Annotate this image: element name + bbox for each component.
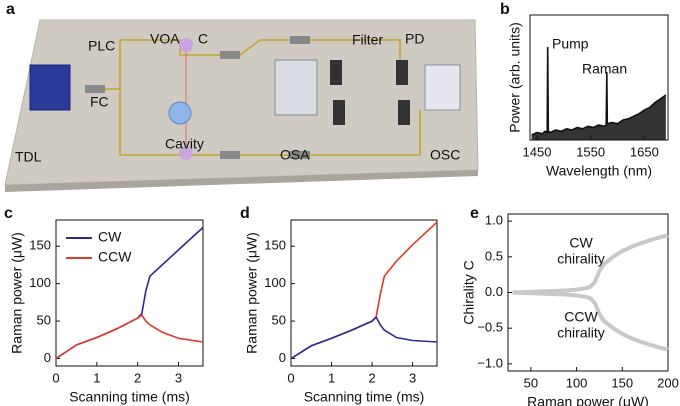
- panel-label: d: [240, 205, 250, 222]
- detector: [398, 100, 410, 125]
- y-tick-label: 0: [279, 350, 286, 365]
- component-label: Cavity: [165, 136, 204, 152]
- y-tick-label: 50: [272, 313, 286, 328]
- component-label: Filter: [352, 32, 383, 48]
- y-tick-label: 0.5: [485, 248, 503, 263]
- component: [220, 51, 240, 59]
- x-axis-label: Scanning time (ms): [304, 389, 425, 405]
- y-axis-label: Raman power (μW): [244, 232, 260, 354]
- component-label: FC: [90, 94, 109, 110]
- x-tick-label: 1: [93, 370, 100, 385]
- x-tick-label: 150: [611, 375, 633, 390]
- data-line: [55, 314, 204, 360]
- x-tick-label: 0: [52, 370, 59, 385]
- x-axis-label: Scanning time (ms): [69, 389, 190, 405]
- component: [220, 151, 240, 159]
- data-line: [290, 316, 438, 360]
- annotation: chirality: [557, 325, 604, 341]
- data-line: [290, 221, 438, 360]
- panel-label: e: [470, 205, 479, 222]
- x-tick-label: 100: [566, 375, 588, 390]
- x-tick-label: 1550: [576, 144, 605, 159]
- osc-box: [424, 64, 461, 111]
- x-tick-label: 2: [368, 370, 375, 385]
- detector: [330, 60, 342, 85]
- data-line: [512, 290, 669, 352]
- component-label: PLC: [88, 38, 115, 54]
- x-tick-label: 200: [657, 375, 679, 390]
- component: [290, 151, 310, 159]
- panel-label: b: [500, 1, 510, 18]
- component: [290, 36, 310, 44]
- coupler: [85, 85, 105, 93]
- y-tick-label: −0.5: [477, 320, 503, 335]
- x-axis-label: Raman power (μW): [527, 394, 649, 406]
- y-tick-label: 0: [44, 350, 51, 365]
- component-label: C: [198, 31, 208, 47]
- x-tick-label: 1: [328, 370, 335, 385]
- laser: [29, 64, 71, 111]
- data-line: [512, 233, 669, 295]
- annotation: CW: [569, 235, 593, 251]
- setup-schematic: [4, 19, 479, 192]
- x-tick-label: 1650: [630, 144, 659, 159]
- y-tick-label: 100: [264, 275, 286, 290]
- x-tick-label: 0: [287, 370, 294, 385]
- spectrum-fill: [531, 47, 666, 140]
- component-label: TDL: [15, 149, 42, 165]
- y-tick-label: −1.0: [477, 355, 503, 370]
- component-label: VOA: [150, 31, 180, 47]
- data-line: [531, 46, 667, 136]
- plot-frame: [290, 219, 438, 367]
- circulator: [179, 38, 193, 52]
- circulator: [179, 146, 193, 160]
- x-tick-label: 3: [409, 370, 416, 385]
- osa-box: [274, 59, 318, 116]
- y-axis-label: Chirality C: [461, 260, 477, 325]
- y-axis-label: Raman power (μW): [9, 232, 25, 354]
- detector: [396, 60, 408, 85]
- y-tick-label: 150: [264, 238, 286, 253]
- component-label: OSC: [430, 147, 460, 163]
- annotation: CCW: [564, 309, 598, 325]
- x-tick-label: 3: [175, 370, 182, 385]
- x-tick-label: 2: [134, 370, 141, 385]
- detector: [333, 100, 345, 125]
- plot-frame: [55, 219, 204, 367]
- annotation: chirality: [557, 251, 604, 267]
- x-axis-label: Wavelength (nm): [546, 163, 652, 179]
- y-tick-label: 100: [29, 275, 51, 290]
- y-axis-label: Power (arb. units): [507, 22, 523, 132]
- panel-label: c: [4, 205, 13, 222]
- y-tick-label: 50: [37, 313, 51, 328]
- panel-label: a: [6, 1, 15, 18]
- legend-label: CW: [98, 229, 122, 245]
- legend-label: CCW: [98, 249, 132, 265]
- y-tick-label: 1.0: [485, 213, 503, 228]
- y-tick-label: 0.0: [485, 284, 503, 299]
- x-tick-label: 1450: [523, 144, 552, 159]
- component-label: PD: [405, 31, 424, 47]
- platform-edge: [5, 170, 478, 192]
- annotation: Raman: [582, 61, 627, 77]
- cavity-sphere: [168, 101, 192, 125]
- component-label: OSA: [280, 147, 310, 163]
- annotation: Pump: [552, 36, 589, 52]
- y-tick-label: 150: [29, 238, 51, 253]
- x-tick-label: 50: [524, 375, 538, 390]
